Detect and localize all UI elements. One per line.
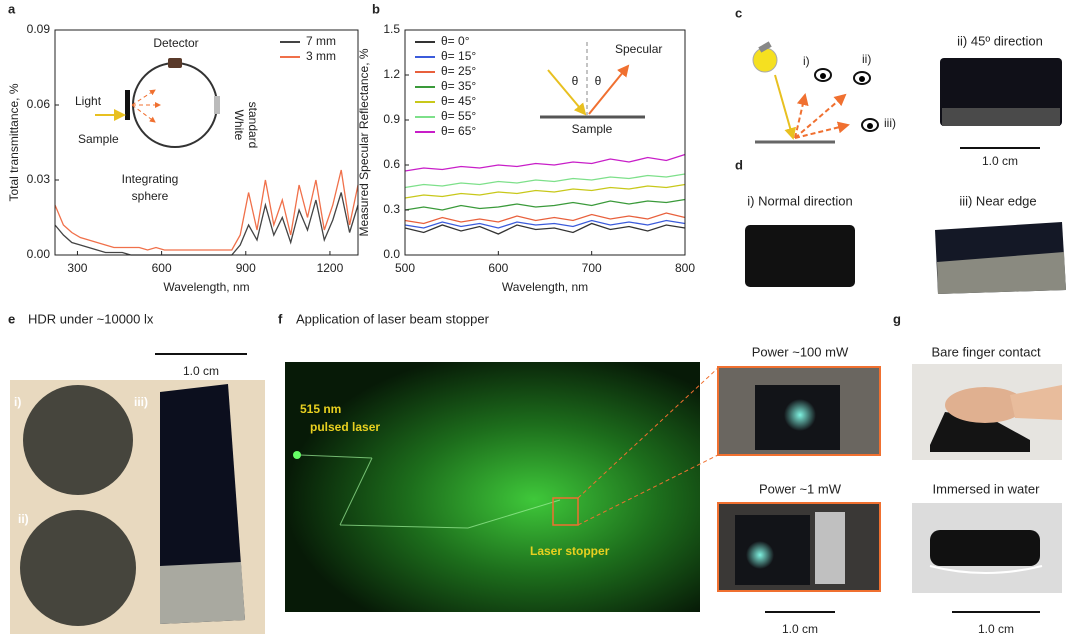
legend-label: θ= 65° <box>441 124 476 138</box>
annotation: standard <box>246 102 260 149</box>
photo-label: ii) <box>18 512 29 526</box>
annotation: Light <box>75 94 102 108</box>
legend-label: 7 mm <box>306 34 336 48</box>
x-tick-label: 600 <box>488 261 508 275</box>
sphere-diagram <box>95 58 220 148</box>
data-line <box>404 212 686 225</box>
data-line <box>404 219 686 229</box>
panel-label: d <box>735 157 743 172</box>
x-axis-title: Wavelength, nm <box>163 280 249 294</box>
panel-title: HDR under ~10000 lx <box>28 311 154 326</box>
panel-label: e <box>8 311 15 326</box>
panel-title: Application of laser beam stopper <box>296 311 490 326</box>
annotation: Detector <box>153 36 198 50</box>
panel-label: g <box>893 311 901 326</box>
photo-label: pulsed laser <box>310 420 380 434</box>
x-tick-label: 300 <box>67 261 87 275</box>
annotation: Sample <box>78 132 119 146</box>
specular-diagram <box>540 42 645 119</box>
inset-photo <box>717 502 881 592</box>
scale-label: 1.0 cm <box>782 622 818 636</box>
photo <box>745 225 855 287</box>
x-tick-label: 600 <box>152 261 172 275</box>
photo-caption: i) Normal direction <box>747 193 852 208</box>
legend-label: θ= 45° <box>441 94 476 108</box>
data-line <box>54 192 359 256</box>
annotation: Specular <box>615 42 662 56</box>
data-line <box>404 222 686 235</box>
y-tick-label: 0.6 <box>383 157 400 171</box>
annotation: θ <box>595 74 602 88</box>
annotation: White <box>232 110 246 141</box>
photo-label: Laser stopper <box>530 544 610 558</box>
photo <box>912 503 1062 593</box>
y-tick-label: 0.0 <box>383 247 400 261</box>
x-tick-label: 700 <box>582 261 602 275</box>
photo-caption: ii) 45º direction <box>957 33 1043 48</box>
diagram-label: iii) <box>884 116 896 130</box>
plot-frame <box>404 29 686 256</box>
diagram-label: ii) <box>862 52 871 66</box>
x-tick-label: 900 <box>236 261 256 275</box>
photo <box>10 380 265 634</box>
y-tick-label: 0.9 <box>383 112 400 126</box>
annotation: Integrating <box>122 172 179 186</box>
data-line <box>404 153 686 172</box>
photo <box>912 364 1062 460</box>
data-line <box>404 198 686 211</box>
photo-label: 515 nm <box>300 402 341 416</box>
legend-label: θ= 15° <box>441 49 476 63</box>
inset-photo <box>717 366 881 456</box>
x-axis-title: Wavelength, nm <box>502 280 588 294</box>
panel-label: f <box>278 311 283 326</box>
photo <box>935 222 1066 294</box>
photo <box>940 58 1062 126</box>
y-tick-label: 1.5 <box>383 22 400 36</box>
scale-label: 1.0 cm <box>978 622 1014 636</box>
panel-label: c <box>735 5 742 20</box>
annotation: sphere <box>132 189 169 203</box>
plot-frame <box>54 29 359 256</box>
legend-label: 3 mm <box>306 49 336 63</box>
photo-label: i) <box>14 395 21 409</box>
data-line <box>404 173 686 189</box>
y-tick-label: 0.03 <box>27 172 51 186</box>
data-line <box>404 183 686 199</box>
photo-caption: Immersed in water <box>933 481 1041 496</box>
y-tick-label: 0.09 <box>27 22 51 36</box>
scale-label: 1.0 cm <box>982 154 1018 168</box>
diagram-label: i) <box>803 54 810 68</box>
y-tick-label: 0.06 <box>27 97 51 111</box>
x-tick-label: 800 <box>675 261 695 275</box>
inset-caption: Power ~1 mW <box>759 481 842 496</box>
y-axis-title: Total transmittance, % <box>7 83 21 201</box>
photo-label: iii) <box>134 395 148 409</box>
annotation: θ <box>572 74 579 88</box>
scale-label: 1.0 cm <box>183 364 219 378</box>
x-tick-label: 500 <box>395 261 415 275</box>
inset-caption: Power ~100 mW <box>752 344 849 359</box>
y-tick-label: 0.00 <box>27 247 51 261</box>
legend-label: θ= 35° <box>441 79 476 93</box>
legend-label: θ= 25° <box>441 64 476 78</box>
panel-label: b <box>372 1 380 16</box>
y-axis-title: Measured Specular Reflectance, % <box>357 48 371 236</box>
legend-label: θ= 0° <box>441 34 470 48</box>
photo-caption: iii) Near edge <box>959 193 1036 208</box>
x-tick-label: 1200 <box>317 261 344 275</box>
viewing-diagram <box>752 41 879 144</box>
photo-caption: Bare finger contact <box>931 344 1041 359</box>
photo <box>285 362 719 612</box>
legend-label: θ= 55° <box>441 109 476 123</box>
data-line <box>54 169 359 251</box>
y-tick-label: 0.3 <box>383 202 400 216</box>
panel-label: a <box>8 1 16 16</box>
annotation: Sample <box>572 122 613 136</box>
y-tick-label: 1.2 <box>383 67 400 81</box>
